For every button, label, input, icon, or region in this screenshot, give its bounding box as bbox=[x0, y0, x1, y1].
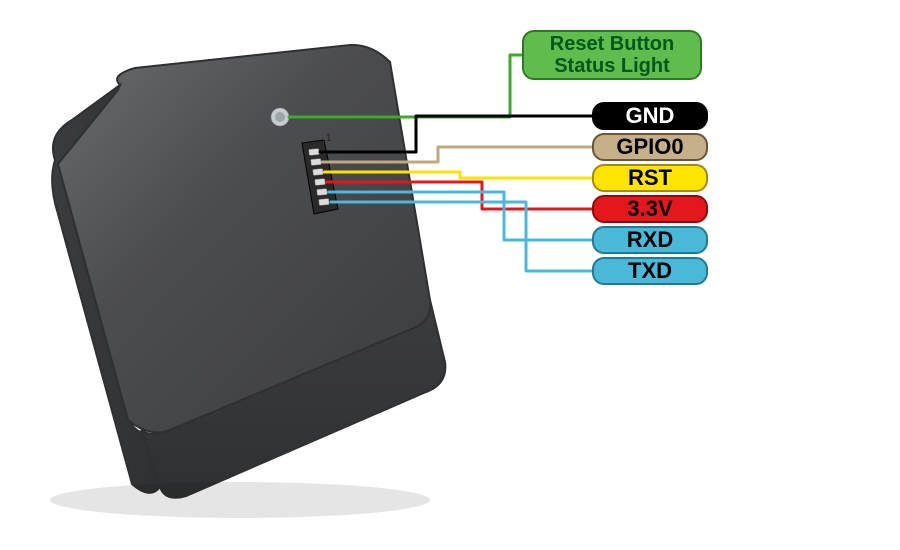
pin-label-text-rst: RST bbox=[628, 165, 672, 191]
wires bbox=[0, 0, 900, 550]
pin-label-rxd: RXD bbox=[592, 226, 708, 254]
pin-label-text-gpio0: GPIO0 bbox=[616, 134, 683, 160]
pin-label-text-gnd: GND bbox=[626, 103, 675, 129]
reset-label-line2: Status Light bbox=[554, 55, 670, 77]
reset-status-label: Reset Button Status Light bbox=[522, 30, 702, 80]
pin-label-text-rxd: RXD bbox=[627, 227, 673, 253]
pin-label-txd: TXD bbox=[592, 257, 708, 285]
pin-label-v33: 3.3V bbox=[592, 195, 708, 223]
pin-label-gpio0: GPIO0 bbox=[592, 133, 708, 161]
pin-label-text-txd: TXD bbox=[628, 258, 672, 284]
reset-label-line1: Reset Button bbox=[550, 33, 674, 55]
pin-label-rst: RST bbox=[592, 164, 708, 192]
pin-label-gnd: GND bbox=[592, 102, 708, 130]
pin-label-text-v33: 3.3V bbox=[627, 196, 672, 222]
